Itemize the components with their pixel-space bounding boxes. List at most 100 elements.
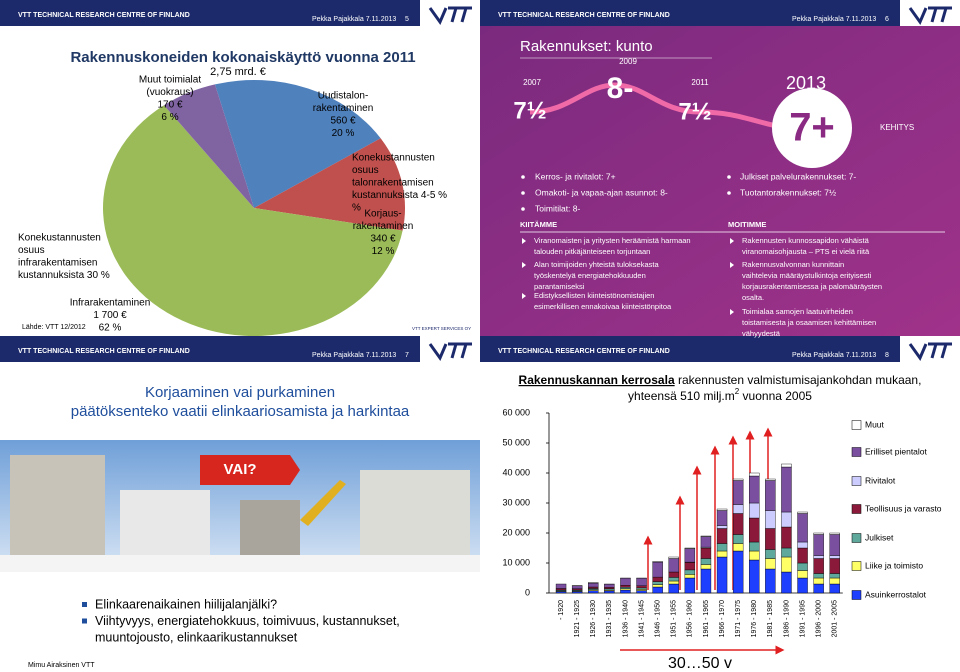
year-label: 2007 [523,78,541,87]
bar-segment [668,583,679,594]
slide-background [480,26,960,336]
x-tick-label: 1981 - 1985 [767,600,774,637]
bar-segment [829,555,840,559]
slice-label: Muut toimialat [139,75,201,86]
x-tick-label: 1951 - 1955 [671,600,678,637]
legend-label: Asuinkerrostalot [865,589,927,599]
bar-segment [749,502,760,519]
bar-segment [765,528,776,550]
bar-segment [829,534,840,556]
slice-label: rakentaminen [313,103,374,114]
slice-amount: 340 € [370,234,395,245]
bar-segment [652,576,663,582]
bullet-dot [521,191,525,195]
slice-label: (vuokraus) [146,87,193,98]
grade-highlight [772,88,852,168]
annotation: talonrakentamisen [352,178,434,189]
annotation: % [352,203,361,214]
grade: 7½ [678,98,711,125]
bar-segment [668,558,679,573]
bar-segment [781,526,792,549]
total-label: 2,75 mrd. € [210,66,266,78]
bullet-square [82,618,87,624]
item-text: vaihtelevia määräystulkintoja erityisest… [742,271,872,280]
bar-segment [588,582,599,588]
item-text: Edistyksellisten kiinteistönomistajien [534,291,654,300]
chart-title: Rakennuskoneiden kokonaiskäyttö vuonna 2… [70,49,415,66]
bar-segment [765,549,776,559]
slice-amount: 560 € [330,116,355,127]
bar-segment [781,571,792,594]
question: VAI? [223,461,256,478]
legend-swatch [851,420,862,430]
year-label: 2011 [691,78,709,87]
chart-title: yhteensä 510 milj.m2 vuonna 2005 [628,387,812,403]
trend-label: KEHITYS [880,123,914,132]
slice-value: 12 % [372,246,395,257]
bar-segment [781,556,792,573]
x-tick-label: 1971 - 1975 [735,600,742,637]
bar-segment [749,559,760,594]
slide-title: päätöksenteko vaatii elinkaariosamista j… [71,403,410,420]
bar-segment [813,534,824,556]
photo-building [10,455,105,572]
bullet-text: Omakoti- ja vapaa-ajan asunnot: 8- [535,187,668,197]
y-tick-label: 50 000 [502,437,530,447]
annotation: infrarakentamisen [18,258,97,269]
title-part: Rakennuskannan kerrosala [519,373,675,387]
bullet-text: Toimitilat: 8- [535,203,581,213]
bar-segment [749,475,760,504]
logo [428,6,472,26]
slice-label: Infrarakentaminen [70,298,151,309]
x-tick-label: 1931 - 1935 [606,600,613,637]
item-text: toistamisesta ja osaamisen kehittämisen [742,318,876,327]
item-text: Viranomaisten ja yritysten heräämistä ha… [534,236,691,245]
bar-segment [684,574,696,579]
bar-segment [829,577,840,585]
slice-label: Korjaus- [364,209,401,220]
legend-label: Teollisuus ja varasto [865,503,942,513]
bar-segment [636,578,647,586]
bar-segment [797,541,808,549]
item-text: viranomaisohjausta – PTS ei vielä riitä [742,247,870,256]
slice-value: 6 % [161,112,178,123]
x-tick-label: 1976 - 1980 [751,600,758,637]
legend-label: Julkiset [865,532,894,542]
annotation: 30…50 v [668,655,732,672]
title-part: 2 [735,387,740,396]
x-tick-label: 1946 - 1950 [654,600,661,637]
header-org: VTT TECHNICAL RESEARCH CENTRE OF FINLAND [498,348,670,355]
legend-swatch [851,447,862,457]
header-band [0,0,420,26]
slice-amount: 170 € [157,100,182,111]
bar-segment [732,504,744,514]
slide-title: Rakennukset: kunto [520,38,653,55]
annotation: Konekustannusten [18,233,101,244]
footer: Mimu Airaksinen VTT [28,662,95,669]
header-author: Pekka Pajakkala 7.11.2013 [792,16,876,23]
bar-segment [732,480,744,505]
bar-segment [765,510,776,529]
slice-amount: 1 700 € [93,310,127,321]
bar-segment [700,535,712,537]
bullet-text: muuntojousto, elinkaarikustannukset [95,630,298,644]
bar-segment [620,578,631,586]
photo-snow [0,555,480,572]
legend-label: Erilliset pientalot [865,446,928,456]
item-text: esimerkillisen ennakoivaa kiinteistönpit… [534,302,672,311]
bullet-arrow [730,262,734,268]
slice-value: 20 % [332,128,355,139]
bar-segment [604,584,615,588]
bar-segment [797,570,808,579]
bar-segment [765,480,776,511]
bar-segment [813,583,824,594]
bar-segment [588,590,599,594]
legend-swatch [851,476,862,486]
bullet-arrow [730,309,734,315]
x-tick-label: 1991 - 1995 [799,600,806,637]
bullet-dot [727,191,731,195]
section-heading: KIITÄMME [520,220,557,229]
legend-swatch [851,533,862,543]
bar-segment [813,555,824,559]
legend-label: Liike ja toimisto [865,560,923,570]
